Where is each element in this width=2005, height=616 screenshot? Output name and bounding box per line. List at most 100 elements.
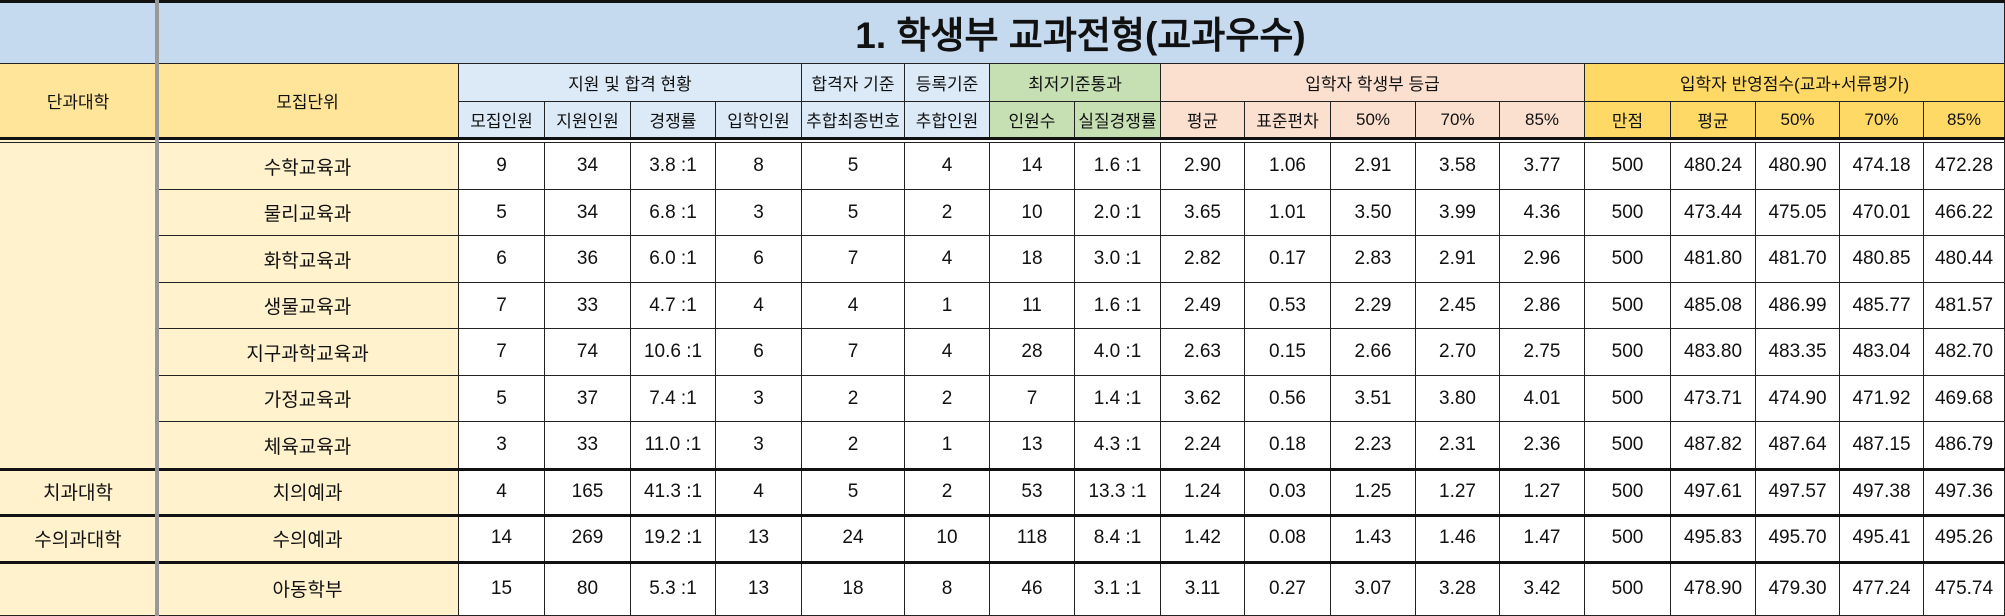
table-cell: 0.18 [1245,422,1331,469]
table-cell: 500 [1585,422,1671,469]
table-cell: 118 [990,515,1075,562]
header-unit: 모집단위 [157,64,459,138]
table-cell: 2 [905,376,990,422]
table-cell: 3.62 [1161,376,1245,422]
header-column-5: 추합인원 [905,102,990,138]
unit-cell: 수학교육과 [157,143,459,190]
table-cell: 4 [459,469,545,515]
table-cell: 1.06 [1245,143,1331,190]
header-column-17: 85% [1924,102,2005,138]
freeze-pane-divider[interactable] [155,0,159,616]
table-cell: 473.44 [1671,190,1756,236]
table-cell: 2.91 [1416,236,1500,283]
table-cell: 18 [990,236,1075,283]
table-cell: 474.90 [1756,376,1840,422]
table-cell: 4.3 :1 [1075,422,1161,469]
college-cell [0,143,157,469]
table-cell: 1.27 [1500,469,1585,515]
table-cell: 0.08 [1245,515,1331,562]
table-cell: 495.70 [1756,515,1840,562]
table-cell: 2.23 [1331,422,1416,469]
table-cell: 487.82 [1671,422,1756,469]
table-cell: 7 [459,283,545,329]
table-cell: 14 [459,515,545,562]
unit-cell: 물리교육과 [157,190,459,236]
table-cell: 5 [802,143,905,190]
table-cell: 497.38 [1840,469,1924,515]
header-column-12: 85% [1500,102,1585,138]
header-column-8: 평균 [1161,102,1245,138]
table-cell: 3.28 [1416,562,1500,616]
table-cell: 10.6 :1 [631,329,716,376]
header-group-0: 지원 및 합격 현황 [459,64,802,102]
table-cell: 3 [459,422,545,469]
table-cell: 500 [1585,376,1671,422]
table-cell: 3 [716,422,802,469]
header-column-7: 실질경쟁률 [1075,102,1161,138]
table-cell: 5.3 :1 [631,562,716,616]
table-cell: 4 [905,329,990,376]
table-cell: 500 [1585,283,1671,329]
table-cell: 500 [1585,515,1671,562]
table-cell: 0.56 [1245,376,1331,422]
table-cell: 3.0 :1 [1075,236,1161,283]
table-cell: 14 [990,143,1075,190]
table-cell: 3.99 [1416,190,1500,236]
header-column-2: 경쟁률 [631,102,716,138]
table-cell: 11 [990,283,1075,329]
table-cell: 1.01 [1245,190,1331,236]
table-cell: 2 [905,190,990,236]
table-cell: 3 [716,376,802,422]
table-cell: 2.29 [1331,283,1416,329]
unit-cell: 체육교육과 [157,422,459,469]
unit-cell: 지구과학교육과 [157,329,459,376]
title-blank-cell [0,0,157,64]
header-group-1: 합격자 기준 [802,64,905,102]
table-cell: 2.63 [1161,329,1245,376]
table-cell: 483.04 [1840,329,1924,376]
table-cell: 2.49 [1161,283,1245,329]
table-cell: 7 [802,329,905,376]
table-cell: 2 [905,469,990,515]
header-group-5: 입학자 반영점수(교과+서류평가) [1585,64,2005,102]
table-cell: 6.0 :1 [631,236,716,283]
thick-divider [0,561,2005,564]
table-cell: 6 [716,329,802,376]
table-cell: 3.42 [1500,562,1585,616]
header-column-6: 인원수 [990,102,1075,138]
page-title: 1. 학생부 교과전형(교과우수) [157,0,2005,64]
header-column-0: 모집인원 [459,102,545,138]
table-cell: 0.17 [1245,236,1331,283]
table-cell: 15 [459,562,545,616]
table-cell: 2.86 [1500,283,1585,329]
header-column-11: 70% [1416,102,1500,138]
table-cell: 1.4 :1 [1075,376,1161,422]
table-cell: 1.42 [1161,515,1245,562]
table-cell: 0.03 [1245,469,1331,515]
table-cell: 1.24 [1161,469,1245,515]
table-cell: 4.01 [1500,376,1585,422]
header-group-3: 최저기준통과 [990,64,1161,102]
header-column-9: 표준편차 [1245,102,1331,138]
table-cell: 8.4 :1 [1075,515,1161,562]
table-cell: 2.31 [1416,422,1500,469]
table-cell: 480.24 [1671,143,1756,190]
header-column-10: 50% [1331,102,1416,138]
header-column-15: 50% [1756,102,1840,138]
table-cell: 2.75 [1500,329,1585,376]
table-cell: 1.6 :1 [1075,283,1161,329]
table-cell: 1.47 [1500,515,1585,562]
table-cell: 4 [716,283,802,329]
table-cell: 13 [716,562,802,616]
table-cell: 4.7 :1 [631,283,716,329]
table-cell: 2.70 [1416,329,1500,376]
table-cell: 3.51 [1331,376,1416,422]
table-cell: 46 [990,562,1075,616]
table-cell: 7.4 :1 [631,376,716,422]
table-cell: 6 [716,236,802,283]
table-cell: 482.70 [1924,329,2005,376]
table-cell: 5 [802,190,905,236]
table-cell: 477.24 [1840,562,1924,616]
header-group-2: 등록기준 [905,64,990,102]
